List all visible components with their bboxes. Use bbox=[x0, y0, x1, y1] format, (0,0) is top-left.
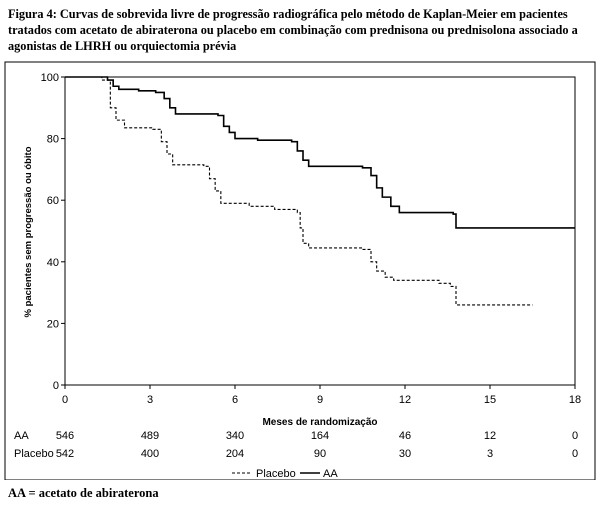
risk-value: 3 bbox=[487, 448, 493, 460]
x-tick-label: 3 bbox=[147, 394, 153, 406]
legend-label-aa: AA bbox=[323, 468, 338, 480]
chart-frame bbox=[4, 61, 596, 480]
x-tick-label: 6 bbox=[232, 394, 238, 406]
axes: 0 20 40 60 80 100 0 3 6 9 12 15 18 bbox=[41, 72, 581, 406]
risk-value: 542 bbox=[56, 448, 74, 460]
survival-curves bbox=[65, 76, 575, 306]
risk-value: 400 bbox=[141, 448, 159, 460]
risk-row-label: Placebo bbox=[14, 448, 54, 460]
curve-placebo bbox=[65, 76, 533, 306]
risk-value: 340 bbox=[226, 430, 244, 442]
y-tick-label: 80 bbox=[47, 134, 59, 146]
risk-value: 546 bbox=[56, 430, 74, 442]
risk-value: 164 bbox=[311, 430, 329, 442]
x-tick-label: 18 bbox=[569, 394, 581, 406]
footnote: AA = acetato de abiraterona bbox=[8, 486, 159, 500]
risk-row-label: AA bbox=[14, 430, 29, 442]
y-tick-label: 40 bbox=[47, 257, 59, 269]
x-axis-label: Meses de randomização bbox=[262, 417, 377, 428]
risk-value: 0 bbox=[572, 448, 578, 460]
plot-area-border bbox=[64, 76, 576, 386]
risk-value: 12 bbox=[484, 430, 496, 442]
x-tick-label: 9 bbox=[317, 394, 323, 406]
risk-value: 30 bbox=[399, 448, 411, 460]
legend-label-placebo: Placebo bbox=[256, 468, 296, 480]
risk-value: 0 bbox=[572, 430, 578, 442]
curve-aa bbox=[65, 76, 575, 229]
x-tick-label: 0 bbox=[62, 394, 68, 406]
x-tick-label: 15 bbox=[484, 394, 496, 406]
legend: Placebo AA bbox=[232, 468, 338, 480]
y-tick-label: 0 bbox=[53, 380, 59, 392]
y-tick-label: 20 bbox=[47, 318, 59, 330]
risk-value: 90 bbox=[314, 448, 326, 460]
y-tick-label: 100 bbox=[41, 72, 59, 84]
risk-value: 204 bbox=[226, 448, 244, 460]
x-tick-label: 12 bbox=[399, 394, 411, 406]
figure-title: Figura 4: Curvas de sobrevida livre de p… bbox=[8, 7, 578, 53]
y-axis-label: % pacientes sem progressão ou óbito bbox=[23, 146, 34, 317]
y-tick-label: 60 bbox=[47, 195, 59, 207]
risk-value: 46 bbox=[399, 430, 411, 442]
risk-value: 489 bbox=[141, 430, 159, 442]
